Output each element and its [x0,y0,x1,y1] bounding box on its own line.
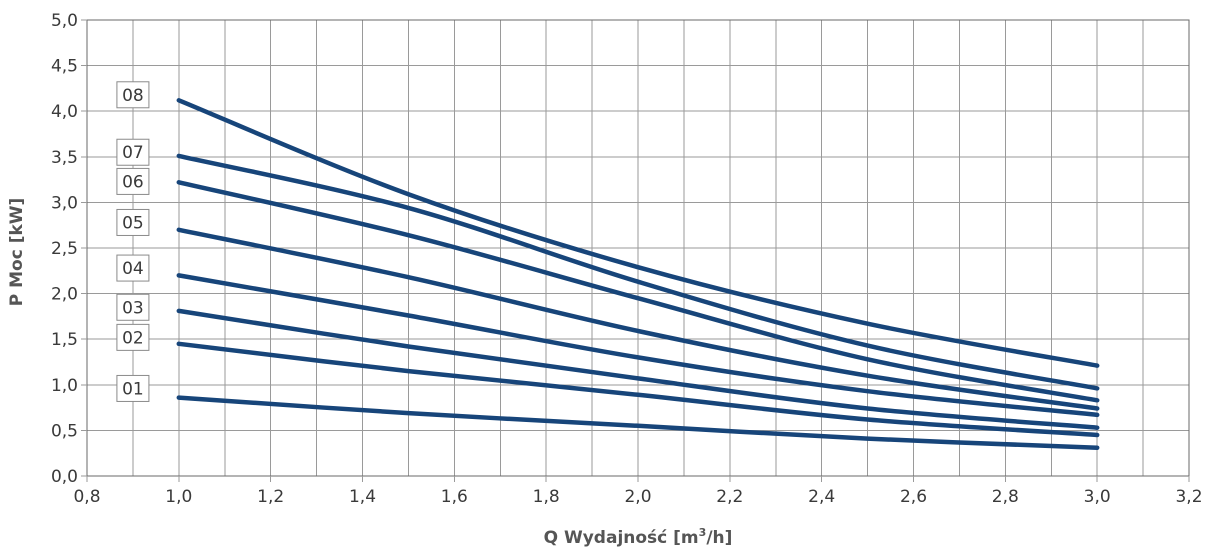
y-tick-label: 2,0 [51,285,78,305]
x-tick-label: 0,8 [73,487,100,507]
x-tick-label: 1,2 [257,487,284,507]
series-label-box-06 [116,167,150,195]
series-line-07 [176,153,1100,391]
x-tick-label: 2,6 [900,487,927,507]
x-tick-label: 2,8 [992,487,1019,507]
x-axis-title: Q Wydajność [m3/h] [544,526,733,548]
series-label-08: 08 [122,86,144,106]
series-line-01 [176,395,1100,450]
y-axis-title: P Moc [kW] [7,198,27,307]
y-tick-label: 1,0 [51,376,78,396]
series-label-box-04 [116,254,150,282]
y-tick-label: 4,0 [51,102,78,122]
series-label-box-03 [116,293,150,321]
x-tick-label: 1,8 [533,487,560,507]
series-label-box-07 [116,138,150,166]
series-label-06: 06 [122,172,144,192]
series-lines [176,98,1100,450]
x-axis-title-superscript: 3 [699,526,707,539]
y-tick-label: 4,5 [51,57,78,77]
series-label-box-05 [116,208,150,236]
x-axis-title-tail: /h] [706,528,732,548]
series-label-02: 02 [122,328,144,348]
series-line-02 [176,341,1100,438]
x-tick-label: 2,0 [624,487,651,507]
y-tick-label: 5,0 [51,11,78,31]
series-label-box-01 [116,374,150,402]
series-label-05: 05 [122,213,144,233]
series-labels: 01 02 03 04 05 06 07 08 [116,81,150,402]
series-label-box-08 [116,81,150,109]
series-label-01: 01 [122,379,144,399]
y-tick-label: 0,0 [51,467,78,487]
x-axis-ticks: 0,8 1,0 1,2 1,4 1,6 1,8 2,0 2,2 2,4 2,6 2,8 3,0 3,2 [73,476,1203,507]
series-line-08 [176,98,1100,368]
series-label-03: 03 [122,298,144,318]
x-axis-title-main: Q Wydajność [m [544,528,699,548]
x-tick-label: 2,4 [808,487,835,507]
series-line-03 [176,308,1100,430]
series-label-box-02 [116,323,150,351]
x-tick-label: 2,2 [716,487,743,507]
y-tick-label: 1,5 [51,330,78,350]
x-tick-label: 3,0 [1084,487,1111,507]
series-label-04: 04 [122,259,144,279]
series-line-05 [176,227,1100,411]
y-tick-label: 0,5 [51,421,78,441]
x-tick-label: 1,6 [441,487,468,507]
series-line-06 [176,180,1100,403]
y-tick-label: 3,0 [51,193,78,213]
y-tick-label: 2,5 [51,239,78,259]
x-tick-label: 1,0 [165,487,192,507]
x-tick-label: 3,2 [1175,487,1202,507]
series-label-07: 07 [122,143,144,163]
x-tick-label: 1,4 [349,487,376,507]
y-tick-label: 3,5 [51,148,78,168]
series-line-04 [176,273,1100,418]
y-axis-ticks: 0,0 0,5 1,0 1,5 2,0 2,5 3,0 3,5 4,0 4,5 5,0 [51,11,87,487]
